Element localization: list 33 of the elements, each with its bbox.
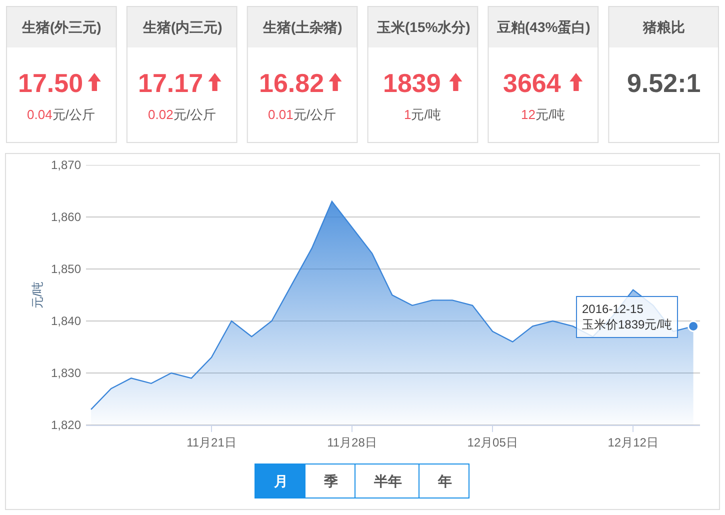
y-axis-title: 元/吨 bbox=[30, 281, 44, 309]
text: 0.01元/公斤 bbox=[268, 107, 336, 122]
x-tick-label: 11月28日 bbox=[327, 435, 377, 450]
annotation: 2016-12-15 玉米价1839元/吨 bbox=[582, 302, 672, 332]
text: 3664 bbox=[503, 68, 561, 98]
category-label: 生猪(外三元) bbox=[21, 19, 102, 35]
category-label: 玉米(15%水分) bbox=[376, 19, 470, 35]
category-label: 生猪(土杂猪) bbox=[262, 19, 342, 35]
y-tick-label: 1,820 bbox=[50, 418, 82, 432]
text: 16.82 bbox=[259, 68, 324, 98]
y-tick-label: 1,850 bbox=[50, 262, 82, 276]
category-label: 季 bbox=[323, 473, 338, 489]
x-tick-label: 12月05日 bbox=[467, 435, 518, 450]
text: 17.17 bbox=[138, 68, 204, 98]
category-label: 年 bbox=[437, 473, 452, 489]
text: 9.52:1 bbox=[627, 68, 701, 98]
text: 0.02元/公斤 bbox=[148, 107, 216, 122]
category-label: 豆粕(43%蛋白) bbox=[496, 19, 590, 35]
y-tick-label: 1,860 bbox=[50, 210, 82, 224]
text: 12元/吨 bbox=[521, 107, 566, 122]
text: 1839 bbox=[383, 68, 441, 98]
y-tick-label: 1,840 bbox=[50, 314, 82, 328]
category-label: 月 bbox=[273, 473, 288, 489]
text: 0.04元/公斤 bbox=[27, 107, 95, 122]
category-label: 猪粮比 bbox=[642, 19, 685, 35]
text: 1元/吨 bbox=[404, 107, 441, 122]
category-label: 生猪(内三元) bbox=[142, 19, 222, 35]
x-tick-label: 11月21日 bbox=[186, 435, 236, 450]
category-label: 半年 bbox=[373, 473, 402, 489]
y-tick-label: 1,870 bbox=[50, 158, 82, 172]
text: 17.50 bbox=[18, 68, 84, 98]
x-tick-label: 12月12日 bbox=[608, 435, 658, 450]
y-tick-label: 1,830 bbox=[50, 366, 82, 380]
